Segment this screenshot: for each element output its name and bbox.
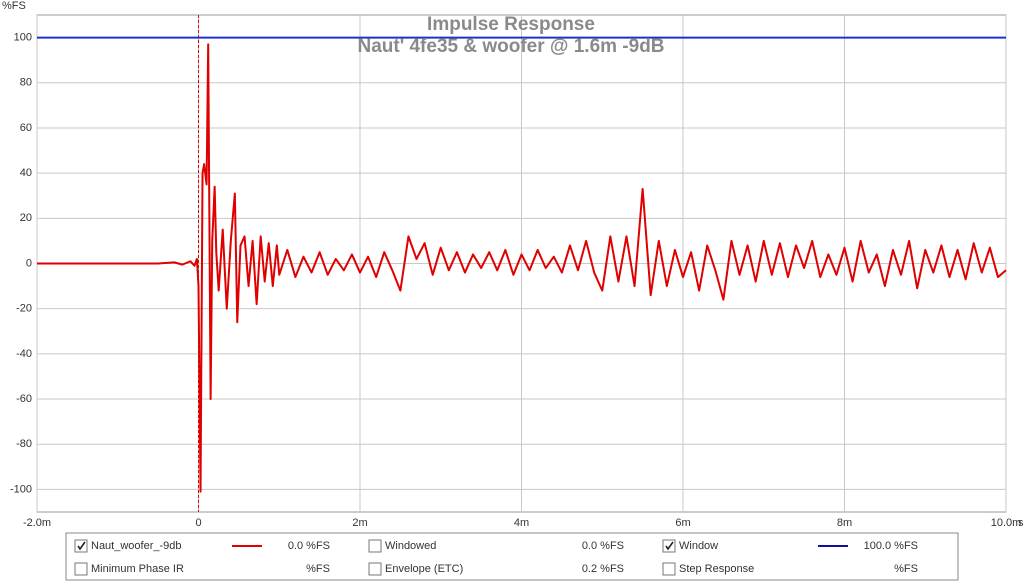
y-tick-label: -100	[10, 483, 32, 495]
traces	[37, 15, 1007, 512]
legend-label: Step Response	[679, 563, 754, 575]
x-tick-label: 6m	[675, 517, 690, 529]
y-tick-label: 100	[14, 31, 32, 43]
y-tick-label: 80	[20, 77, 32, 89]
y-tick-label: -80	[16, 438, 32, 450]
checkbox[interactable]	[662, 562, 676, 576]
chart-subtitle: Naut' 4fe35 & woofer @ 1.6m -9dB	[357, 36, 664, 57]
x-tick-label: 0	[195, 517, 201, 529]
x-tick-label: 8m	[837, 517, 852, 529]
legend-label: Naut_woofer_-9db	[91, 540, 182, 552]
y-tick-label: 0	[26, 257, 32, 269]
y-tick-label: 40	[20, 167, 32, 179]
x-tick-label: 10.0m	[991, 517, 1022, 529]
legend-panel	[65, 532, 959, 581]
legend-label: Envelope (ETC)	[385, 563, 463, 575]
legend-readout: %FS	[306, 563, 330, 575]
legend-items: Naut_woofer_-9db 0.0 %FS Window 100.0 %FS Wi…	[74, 539, 918, 576]
x-tick-label: -2.0m	[23, 517, 51, 529]
checkmark	[77, 541, 86, 551]
y-tick-label: -60	[16, 393, 32, 405]
legend-readout: %FS	[894, 563, 918, 575]
legend-readout: 0.0 %FS	[582, 540, 624, 552]
y-axis-label: %FS	[2, 0, 26, 12]
y-tick-label: 60	[20, 122, 32, 134]
legend-label: Minimum Phase IR	[91, 563, 184, 575]
checkbox[interactable]	[662, 539, 676, 553]
x-tick-label: 4m	[514, 517, 529, 529]
legend-label: Windowed	[385, 540, 436, 552]
legend-readout: 0.0 %FS	[288, 540, 330, 552]
legend-readout: 100.0 %FS	[864, 540, 918, 552]
legend-label: Window	[679, 540, 718, 552]
series-line	[37, 43, 1007, 493]
chart-title: Impulse Response	[427, 14, 595, 35]
checkmark	[665, 541, 674, 551]
checkbox[interactable]	[74, 562, 88, 576]
x-tick-label: 2m	[352, 517, 367, 529]
checkbox[interactable]	[368, 562, 382, 576]
y-tick-label: -40	[16, 348, 32, 360]
y-tick-label: -20	[16, 303, 32, 315]
checkbox[interactable]	[368, 539, 382, 553]
legend-readout: 0.2 %FS	[582, 563, 624, 575]
x-axis-label: s	[1018, 517, 1024, 529]
checkbox[interactable]	[74, 539, 88, 553]
y-tick-label: 20	[20, 212, 32, 224]
